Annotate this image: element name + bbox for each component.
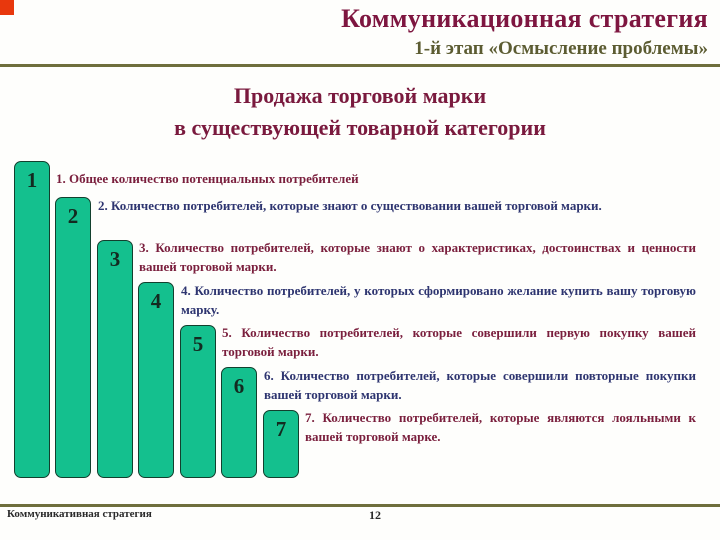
heading-line-1: Продажа торговой марки: [233, 83, 487, 108]
header-divider: [0, 64, 720, 67]
step-bar-4: 4: [138, 282, 174, 478]
step-text-2: 2. Количество потребителей, которые знаю…: [98, 198, 602, 213]
slide-subtitle: 1-й этап «Осмысление проблемы»: [414, 38, 708, 59]
step-text-1: 1. Общее количество потенциальных потреб…: [56, 171, 359, 186]
step-number-7: 7: [275, 417, 287, 441]
footer-divider: [0, 504, 720, 507]
step-bar-7: 7: [263, 410, 299, 478]
page-number: 12: [369, 508, 381, 522]
step-number-1: 1: [26, 168, 38, 192]
step-number-6: 6: [233, 374, 245, 398]
step-bar-1: 1: [14, 161, 50, 478]
step-number-3: 3: [109, 247, 121, 271]
accent-square: [0, 0, 14, 15]
step-number-4: 4: [150, 289, 162, 313]
step-text-6: 6. Количество потребителей, которые сове…: [264, 368, 696, 402]
step-text-3: 3. Количество потребителей, которые знаю…: [139, 240, 696, 274]
heading-line-2: в существующей товарной категории: [174, 115, 546, 140]
step-bar-3: 3: [97, 240, 133, 478]
step-bar-6: 6: [221, 367, 257, 478]
step-text-4: 4. Количество потребителей, у которых сф…: [181, 283, 696, 317]
step-bar-2: 2: [55, 197, 91, 478]
slide-title: Коммуникационная стратегия: [341, 4, 708, 33]
step-text-5: 5. Количество потребителей, которые сове…: [222, 325, 696, 359]
step-number-5: 5: [192, 332, 204, 356]
step-bar-5: 5: [180, 325, 216, 478]
step-number-2: 2: [67, 204, 79, 228]
footer-label: Коммуникативная стратегия: [7, 508, 152, 520]
step-text-7: 7. Количество потребителей, которые явля…: [305, 410, 696, 444]
